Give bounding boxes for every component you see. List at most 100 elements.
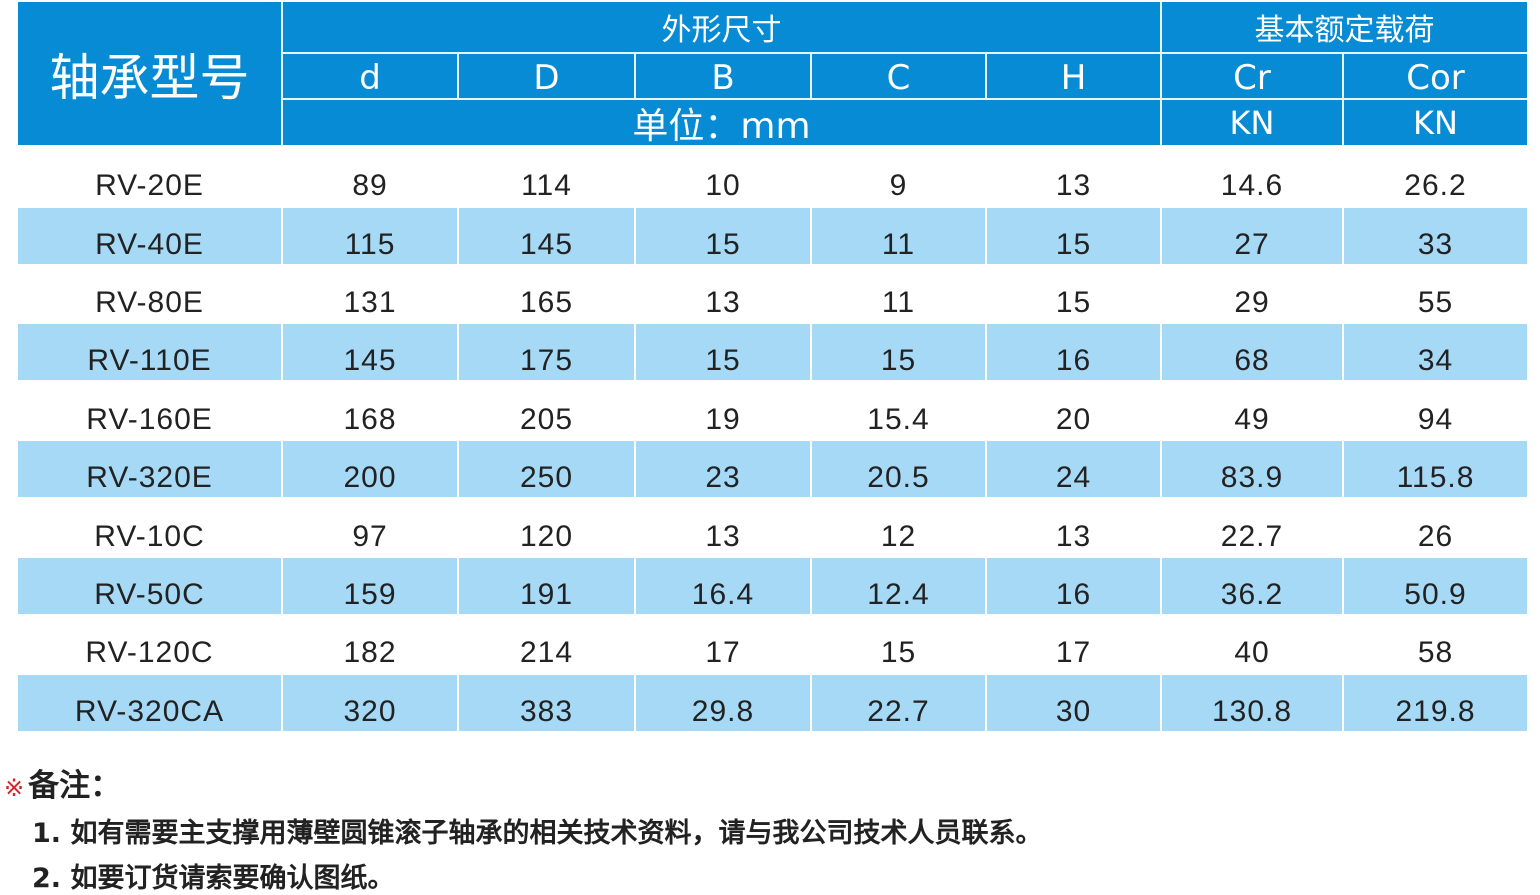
cell-model: RV-50C — [18, 557, 281, 614]
table-cell: 20.5 — [810, 441, 985, 498]
table-cell: 12.4 — [810, 557, 985, 614]
table-cell: 10 — [634, 149, 810, 206]
table-cell: 50.9 — [1342, 557, 1527, 614]
table-cell: 29 — [1160, 265, 1342, 322]
table-cell: 191 — [457, 557, 634, 614]
table-cell: 114 — [457, 149, 634, 206]
table-cell: 12 — [810, 499, 985, 556]
table-cell: 55 — [1342, 265, 1527, 322]
table-cell: 15 — [810, 616, 985, 673]
column-header-Cor: Cor — [1342, 52, 1527, 98]
table-cell: 68 — [1160, 324, 1342, 381]
table-cell: 120 — [457, 499, 634, 556]
table-cell: 15.4 — [810, 382, 985, 439]
header-load: 基本额定载荷 — [1160, 2, 1527, 52]
notes: ※ 备注： 1. 如有需要主支撑用薄壁圆锥滚子轴承的相关技术资料，请与我公司技术人… — [4, 760, 1042, 895]
cell-model: RV-120C — [85, 636, 214, 670]
table-cell: 29.8 — [634, 674, 810, 731]
table-cell: 175 — [457, 324, 634, 381]
column-header-d: d — [281, 52, 457, 98]
table-cell: 219.8 — [1342, 674, 1527, 731]
table-row: RV-110E 145 175 15 15 16 68 34 — [18, 322, 1527, 381]
table-cell: 30 — [985, 674, 1160, 731]
table-cell: 94 — [1342, 382, 1527, 439]
table-row: RV-80E 131 165 13 11 15 29 55 — [18, 264, 1527, 322]
table-cell: 20 — [985, 382, 1160, 439]
column-header-D: D — [457, 52, 634, 98]
table-cell: 15 — [634, 207, 810, 264]
cell-model: RV-320CA — [18, 674, 281, 731]
reference-mark-icon: ※ — [4, 774, 25, 802]
table-cell: 250 — [457, 441, 634, 498]
table-cell: 23 — [634, 441, 810, 498]
header-model: 轴承型号 — [18, 2, 281, 145]
header-unit-cr: KN — [1160, 98, 1342, 145]
table-row: RV-120C 182 214 17 15 17 40 58 — [18, 614, 1527, 673]
table-cell: 16 — [985, 557, 1160, 614]
table-cell: 11 — [810, 265, 985, 322]
table-cell: 168 — [281, 382, 457, 439]
header-dimensions: 外形尺寸 — [281, 2, 1160, 52]
table-cell: 145 — [281, 324, 457, 381]
note-line: 2. 如要订货请索要确认图纸。 — [32, 863, 395, 894]
table-cell: 15 — [985, 207, 1160, 264]
table-cell: 14.6 — [1160, 149, 1342, 206]
table-cell: 19 — [634, 382, 810, 439]
table-cell: 15 — [985, 265, 1160, 322]
table-cell: 115 — [281, 207, 457, 264]
table-cell: 182 — [281, 616, 457, 673]
table-cell: 40 — [1160, 616, 1342, 673]
table-cell: 15 — [634, 324, 810, 381]
table-cell: 58 — [1342, 616, 1527, 673]
table-row: RV-10C 97 120 13 12 13 22.7 26 — [18, 497, 1527, 556]
table-cell: 13 — [634, 265, 810, 322]
table-cell: 97 — [281, 499, 457, 556]
note-line: 1. 如有需要主支撑用薄壁圆锥滚子轴承的相关技术资料，请与我公司技术人员联系。 — [32, 818, 1043, 849]
table-row: RV-320CA 320 383 29.8 22.7 30 130.8 219.8 — [18, 673, 1527, 731]
table-row: RV-40E 115 145 15 11 15 27 33 — [18, 205, 1527, 264]
table-cell: 27 — [1160, 207, 1342, 264]
table-cell: 159 — [281, 557, 457, 614]
table-cell: 130.8 — [1160, 674, 1342, 731]
table-cell: 17 — [985, 616, 1160, 673]
table-row: RV-50C 159 191 16.4 12.4 16 36.2 50.9 — [18, 556, 1527, 614]
table-cell: 13 — [985, 149, 1160, 206]
table-row: RV-20E 89 114 10 9 13 14.6 26.2 — [18, 147, 1527, 206]
table-cell: 320 — [281, 674, 457, 731]
table-cell: 383 — [457, 674, 634, 731]
table-cell: 22.7 — [1160, 499, 1342, 556]
cell-model: RV-40E — [18, 207, 281, 264]
table-cell: 200 — [281, 441, 457, 498]
table-cell: 22.7 — [810, 674, 985, 731]
column-header-H: H — [985, 52, 1160, 98]
cell-model: RV-320E — [18, 441, 281, 498]
cell-model: RV-160E — [86, 402, 213, 436]
spec-table-body: RV-20E 89 114 10 9 13 14.6 26.2 RV-40E 115 145 15 11… — [18, 147, 1527, 731]
cell-model: RV-110E — [18, 324, 281, 381]
column-header-B: B — [634, 52, 810, 98]
table-cell: 13 — [985, 499, 1160, 556]
table-cell: 26.2 — [1342, 149, 1527, 206]
table-row: RV-320E 200 250 23 20.5 24 83.9 115.8 — [18, 439, 1527, 498]
table-cell: 165 — [457, 265, 634, 322]
table-cell: 16 — [985, 324, 1160, 381]
table-cell: 205 — [457, 382, 634, 439]
table-cell: 17 — [634, 616, 810, 673]
table-cell: 13 — [634, 499, 810, 556]
cell-model: RV-20E — [95, 169, 204, 203]
cell-model: RV-10C — [94, 519, 205, 553]
cell-model: RV-80E — [95, 285, 204, 319]
column-header-C: C — [810, 52, 985, 98]
table-cell: 145 — [457, 207, 634, 264]
table-cell: 9 — [810, 149, 985, 206]
table-cell: 89 — [281, 149, 457, 206]
table-cell: 131 — [281, 265, 457, 322]
header-unit-mm: 单位：mm — [281, 98, 1160, 147]
header-unit-cor: KN — [1342, 98, 1527, 145]
table-cell: 115.8 — [1342, 441, 1527, 498]
table-cell: 24 — [985, 441, 1160, 498]
table-cell: 34 — [1342, 324, 1527, 381]
table-cell: 36.2 — [1160, 557, 1342, 614]
table-cell: 15 — [810, 324, 985, 381]
notes-title: 备注： — [28, 768, 122, 804]
